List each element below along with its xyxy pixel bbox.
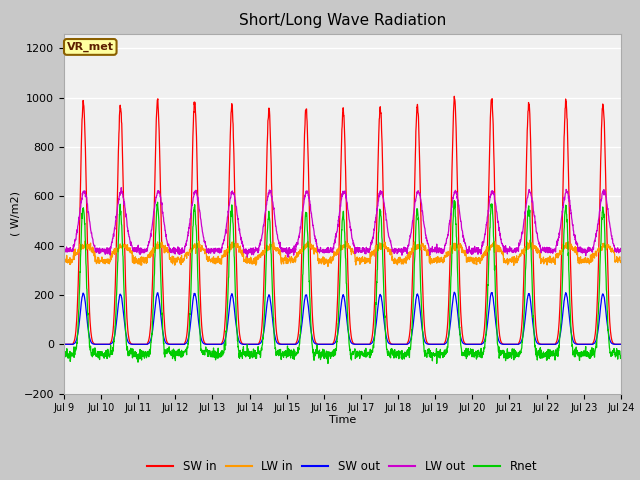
LW out xyxy=(348,236,356,241)
Rnet xyxy=(324,360,332,366)
LW out xyxy=(508,249,516,254)
SW out xyxy=(60,341,68,347)
Line: LW in: LW in xyxy=(64,240,621,266)
Line: SW in: SW in xyxy=(64,96,621,344)
SW out xyxy=(348,340,356,346)
SW out xyxy=(164,341,172,347)
SW in xyxy=(617,341,625,347)
LW in xyxy=(593,249,601,255)
SW out xyxy=(617,341,625,347)
LW out xyxy=(60,247,68,253)
SW in xyxy=(348,336,356,342)
Y-axis label: ( W/m2): ( W/m2) xyxy=(11,191,21,236)
Line: Rnet: Rnet xyxy=(64,201,621,363)
Rnet xyxy=(60,350,68,356)
LW in xyxy=(617,258,625,264)
Title: Short/Long Wave Radiation: Short/Long Wave Radiation xyxy=(239,13,446,28)
LW in xyxy=(406,249,414,255)
Line: SW out: SW out xyxy=(64,292,621,344)
SW in xyxy=(508,341,516,347)
SW out xyxy=(212,341,220,347)
Rnet xyxy=(164,349,172,355)
LW out xyxy=(212,247,220,253)
LW out xyxy=(164,243,172,249)
X-axis label: Time: Time xyxy=(329,415,356,425)
SW in xyxy=(60,341,68,347)
Rnet xyxy=(212,352,220,358)
Rnet xyxy=(451,198,458,204)
SW out xyxy=(406,339,413,345)
LW out xyxy=(406,232,414,238)
Line: LW out: LW out xyxy=(64,188,621,257)
SW in xyxy=(164,340,172,346)
LW in xyxy=(526,237,534,243)
LW in xyxy=(60,256,68,262)
LW out xyxy=(117,185,125,191)
LW in xyxy=(348,248,356,253)
Rnet xyxy=(406,345,414,350)
Text: VR_met: VR_met xyxy=(67,42,114,52)
LW in xyxy=(164,250,172,256)
SW in xyxy=(212,341,220,347)
Rnet xyxy=(593,337,601,343)
LW out xyxy=(617,246,625,252)
LW out xyxy=(593,228,601,233)
SW out xyxy=(451,289,458,295)
SW out xyxy=(593,336,600,341)
LW in xyxy=(508,259,516,264)
Rnet xyxy=(348,350,356,356)
LW out xyxy=(243,254,251,260)
Rnet xyxy=(508,348,516,354)
LW in xyxy=(324,264,332,269)
LW in xyxy=(212,258,220,264)
Rnet xyxy=(617,353,625,359)
SW in xyxy=(593,314,600,320)
SW out xyxy=(508,341,516,347)
SW in xyxy=(406,331,413,337)
SW in xyxy=(451,94,458,99)
Legend: SW in, LW in, SW out, LW out, Rnet: SW in, LW in, SW out, LW out, Rnet xyxy=(143,455,542,478)
